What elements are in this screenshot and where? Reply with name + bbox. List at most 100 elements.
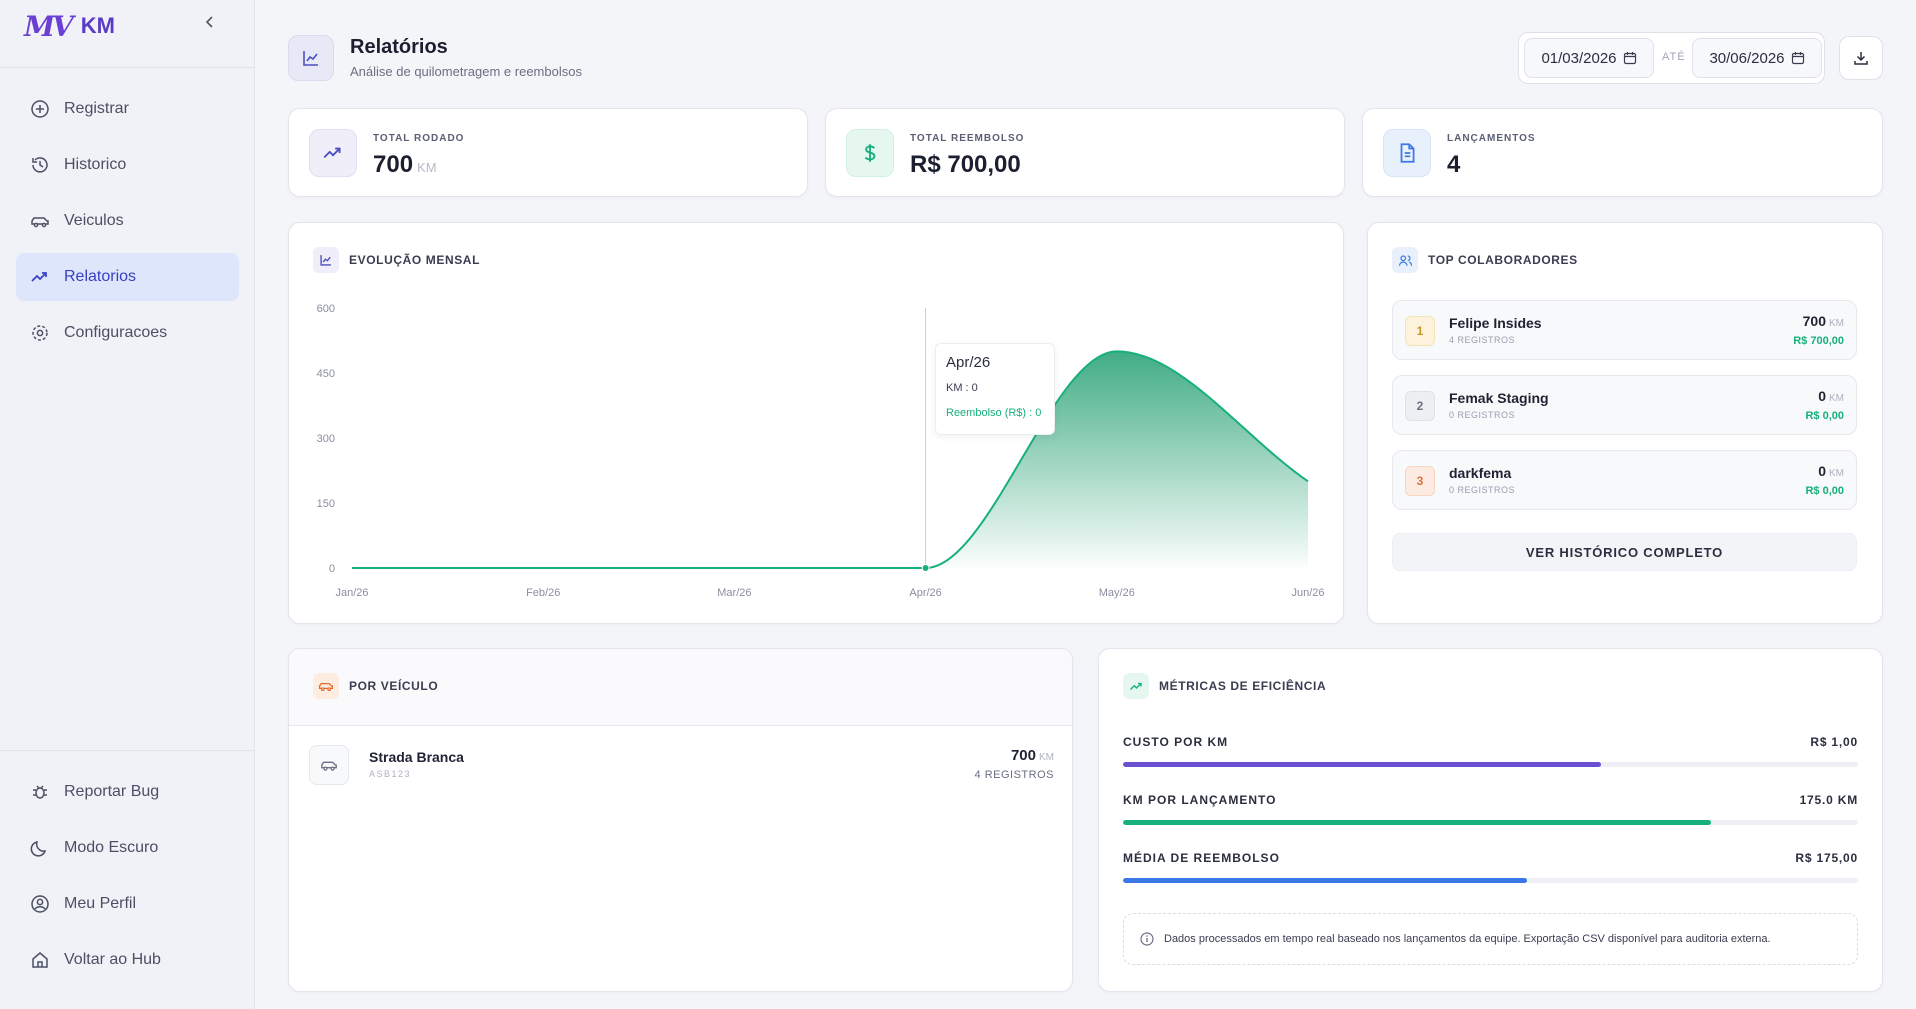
sidebar-item-reportar-bug[interactable]: Reportar Bug: [16, 768, 239, 816]
tooltip-title: Apr/26: [946, 354, 991, 371]
collaborator-km-unit: KM: [1829, 393, 1844, 404]
calendar-icon: [1791, 52, 1804, 65]
active-point: [921, 564, 930, 572]
collaborator-row[interactable]: 2 Femak Staging 0 REGISTROS 0 KM R$ 0,00: [1392, 375, 1857, 435]
metric-bar: [1123, 820, 1858, 825]
x-tick-label: Apr/26: [909, 587, 941, 599]
sidebar-item-configuracoes[interactable]: Configuracoes: [16, 309, 239, 357]
date-separator: ATÉ: [1662, 51, 1686, 63]
sidebar-item-label: Registrar: [64, 100, 129, 117]
document-icon: [1383, 129, 1431, 177]
view-full-history-button[interactable]: VER HISTÓRICO COMPLETO: [1392, 533, 1857, 571]
collaborator-registros: 0 REGISTROS: [1449, 485, 1516, 495]
info-notice: Dados processados em tempo real baseado …: [1123, 913, 1858, 965]
chevron-left-icon: [205, 16, 213, 28]
stat-card-launches: LANÇAMENTOS 4: [1362, 108, 1883, 197]
chart-area-icon: [313, 247, 339, 273]
sidebar-item-label: Configuracoes: [64, 324, 168, 341]
collaborator-money: R$ 0,00: [1805, 485, 1844, 497]
tooltip-reimbursement: Reembolso (R$) : 0: [946, 407, 1042, 419]
date-from-value: 01/03/2026: [1541, 49, 1617, 67]
x-tick-label: Feb/26: [526, 587, 560, 599]
sidebar-item-registrar[interactable]: Registrar: [16, 85, 239, 133]
sidebar-item-label: Reportar Bug: [64, 783, 160, 800]
evolution-title: EVOLUÇÃO MENSAL: [349, 253, 481, 267]
stat-value: R$ 700,00: [910, 151, 1021, 178]
collaborator-km: 700 KM: [1803, 313, 1844, 329]
vehicle-row[interactable]: Strada Branca ASB123 700 KM 4 REGISTROS: [309, 741, 1054, 789]
date-to-input[interactable]: 30/06/2026: [1692, 38, 1822, 78]
efficiency-metrics-card: MÉTRICAS DE EFICIÊNCIA CUSTO POR KM R$ 1…: [1098, 648, 1883, 992]
chart-tooltip: Apr/26 KM : 0 Reembolso (R$) : 0: [935, 343, 1055, 435]
series-area-km: [352, 351, 1308, 568]
sidebar-item-meu-perfil[interactable]: Meu Perfil: [16, 880, 239, 928]
vehicle-km: 700 KM: [1011, 747, 1054, 764]
sidebar-item-label: Modo Escuro: [64, 839, 159, 856]
brand[interactable]: MV KM: [24, 8, 115, 44]
series-line-km: [352, 350, 1309, 570]
metric-value: R$ 1,00: [1810, 735, 1858, 749]
date-range: 01/03/2026 ATÉ 30/06/2026: [1518, 32, 1825, 84]
tooltip-km: KM : 0: [946, 382, 978, 394]
vehicle-name: Strada Branca: [369, 749, 464, 765]
stat-label: LANÇAMENTOS: [1447, 133, 1536, 144]
sidebar-divider: [0, 67, 255, 68]
collaborator-name: darkfema: [1449, 465, 1512, 481]
chart-area-icon: [288, 35, 334, 81]
calendar-icon: [1623, 52, 1636, 65]
sidebar-item-label: Meu Perfil: [64, 895, 137, 912]
collaborator-row[interactable]: 3 darkfema 0 REGISTROS 0 KM R$ 0,00: [1392, 450, 1857, 510]
download-button[interactable]: [1839, 36, 1883, 80]
metric-bar-fill: [1123, 762, 1601, 767]
sidebar-item-voltar-hub[interactable]: Voltar ao Hub: [16, 936, 239, 984]
metric-label: KM POR LANÇAMENTO: [1123, 793, 1277, 807]
vehicles-header: POR VEÍCULO: [313, 673, 438, 699]
collaborator-km: 0 KM: [1818, 388, 1844, 404]
car-icon: [309, 745, 349, 785]
metric-value: 175.0 KM: [1799, 793, 1858, 807]
sidebar-divider: [0, 750, 255, 751]
metric-value: R$ 175,00: [1795, 851, 1858, 865]
collaborator-km-value: 0: [1818, 388, 1826, 404]
date-from-input[interactable]: 01/03/2026: [1524, 38, 1654, 78]
home-icon: [30, 950, 50, 970]
metric-bar-fill: [1123, 820, 1711, 825]
x-tick-label: May/26: [1099, 587, 1135, 599]
rank-badge: 3: [1405, 466, 1435, 496]
sidebar-item-label: Veiculos: [64, 212, 124, 229]
info-icon: [1140, 932, 1154, 946]
trending-up-icon: [30, 267, 50, 287]
metrics-title: MÉTRICAS DE EFICIÊNCIA: [1159, 679, 1327, 693]
stat-value: 700 KM: [373, 151, 437, 179]
collaborator-registros: 4 REGISTROS: [1449, 335, 1516, 345]
vehicles-title: POR VEÍCULO: [349, 679, 439, 693]
sidebar-item-label: Historico: [64, 156, 127, 173]
collaborator-km-unit: KM: [1829, 468, 1844, 479]
dollar-icon: [846, 129, 894, 177]
download-icon: [1854, 52, 1868, 65]
sidebar-item-veiculos[interactable]: Veiculos: [16, 197, 239, 245]
y-tick-label: 300: [317, 433, 335, 445]
brand-name: KM: [80, 13, 115, 38]
y-tick-label: 450: [317, 368, 335, 380]
collaborator-km-value: 0: [1818, 463, 1826, 479]
collaborator-km-unit: KM: [1829, 318, 1844, 329]
stat-unit: KM: [417, 160, 437, 175]
x-tick-label: Jun/26: [1291, 587, 1324, 599]
sidebar-item-modo-escuro[interactable]: Modo Escuro: [16, 824, 239, 872]
stat-card-total-reimbursement: TOTAL REEMBOLSO R$ 700,00: [825, 108, 1345, 197]
sidebar-item-historico[interactable]: Historico: [16, 141, 239, 189]
car-icon: [30, 211, 50, 231]
collaborator-row[interactable]: 1 Felipe Insides 4 REGISTROS 700 KM R$ 70…: [1392, 300, 1857, 360]
sidebar-item-relatorios[interactable]: Relatorios: [16, 253, 239, 301]
trending-up-icon: [309, 129, 357, 177]
sidebar-item-label: Relatorios: [64, 268, 137, 285]
collaborator-name: Felipe Insides: [1449, 315, 1542, 331]
vehicle-plate: ASB123: [369, 769, 412, 779]
top-collaborators-card: TOP COLABORADORES 1 Felipe Insides 4 REG…: [1367, 222, 1883, 624]
vehicles-card-header-bg: [289, 649, 1072, 726]
trending-up-icon: [1123, 673, 1149, 699]
collapse-sidebar-button[interactable]: [200, 10, 220, 34]
collaborator-name: Femak Staging: [1449, 390, 1549, 406]
